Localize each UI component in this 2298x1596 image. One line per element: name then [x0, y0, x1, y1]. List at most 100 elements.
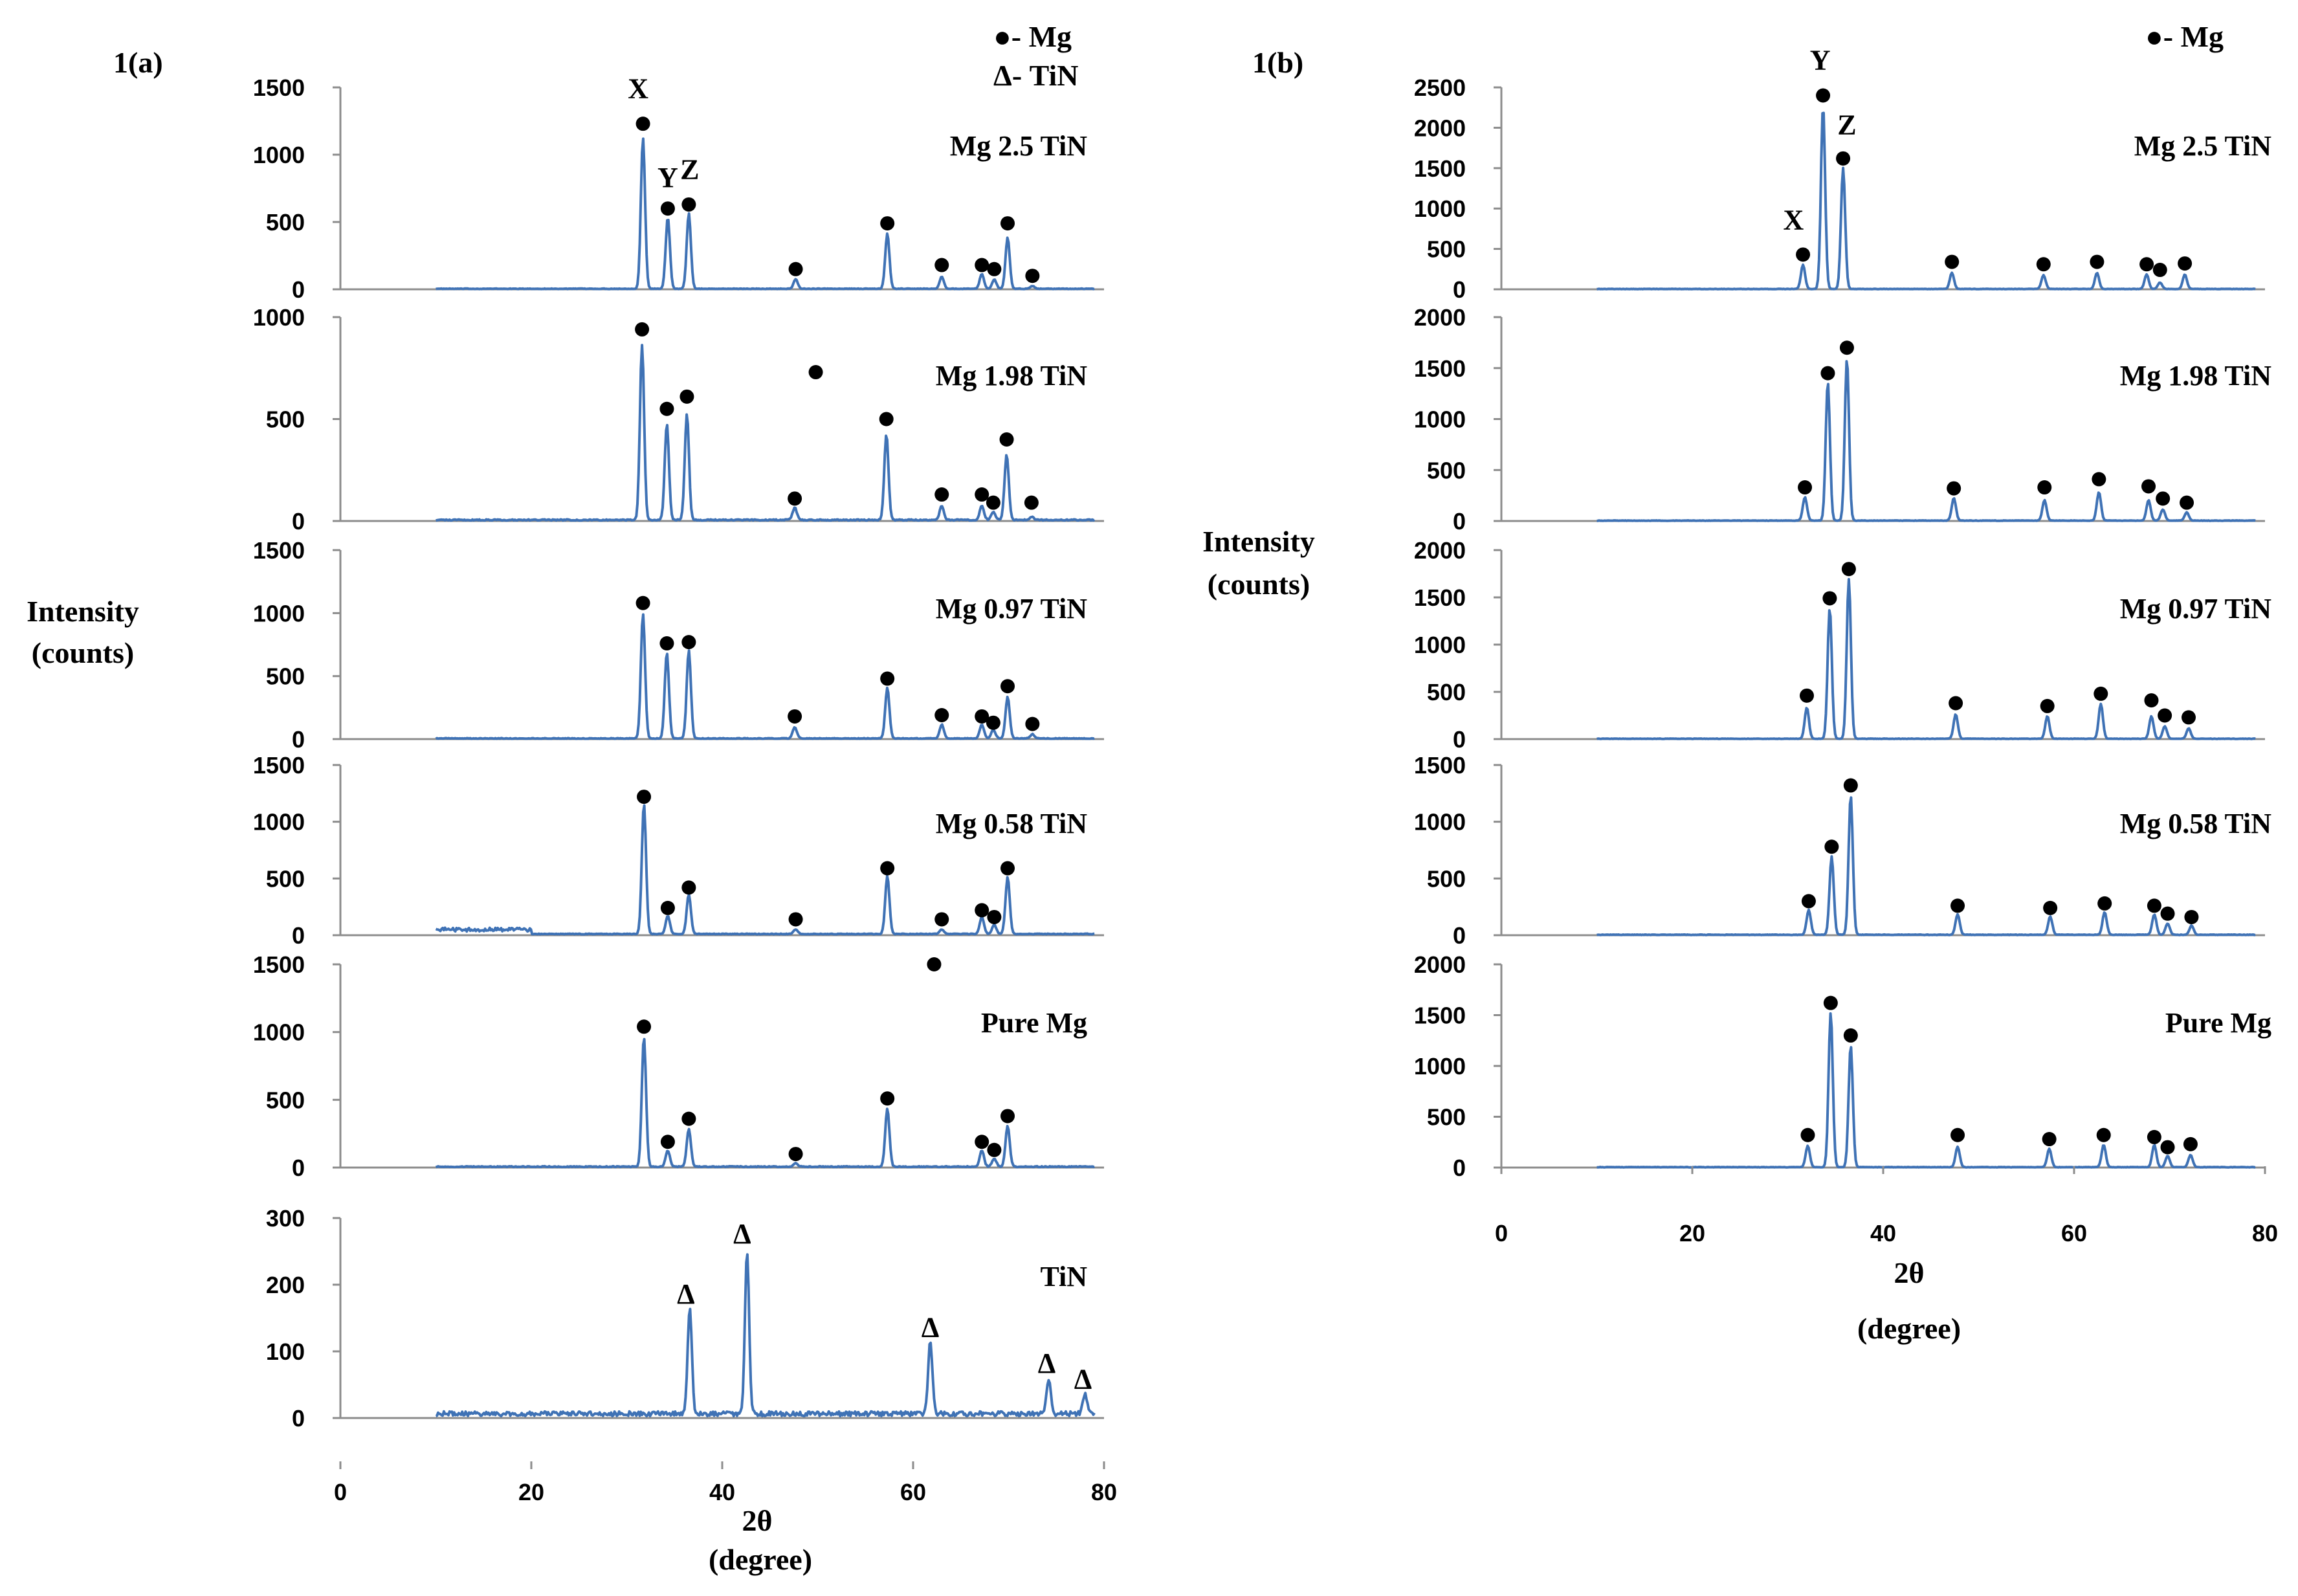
mg-peak-marker	[2147, 1129, 2161, 1144]
series-label-mg-2-5-tin: Mg 2.5 TiN	[2134, 130, 2272, 162]
legend-1a-tin: Δ- TiN	[993, 59, 1079, 92]
mg-peak-marker	[2160, 906, 2175, 921]
x-axis-title-1b-line2: (degree)	[1857, 1312, 1961, 1345]
y-tick-label: 0	[1453, 1155, 1466, 1181]
mg-peak-marker	[2147, 898, 2161, 913]
mg-peak-marker	[1816, 88, 1831, 103]
mg-peak-marker	[681, 635, 696, 650]
peak-annotation: Y	[1810, 45, 1831, 76]
y-tick-label: 1000	[1414, 809, 1466, 836]
y-tick-label: 0	[292, 508, 305, 535]
mg-peak-marker	[679, 389, 694, 404]
mg-peak-marker	[1824, 839, 1839, 854]
mg-peak-marker	[1945, 254, 1960, 269]
y-tick-label: 0	[1453, 508, 1466, 535]
mg-peak-marker	[987, 261, 1002, 276]
mg-peak-marker	[808, 365, 823, 380]
subplot-1a-pure-mg: 0 500 1000 1500 Pure Mg	[253, 951, 1104, 1181]
mg-peak-marker	[1947, 481, 1961, 496]
mg-peak-marker	[1024, 495, 1039, 510]
legend-1a-mg: ●- Mg	[993, 20, 1072, 53]
mg-peak-marker	[1800, 688, 1814, 703]
series-label-mg-0-97-tin: Mg 0.97 TiN	[936, 593, 1088, 625]
mg-peak-marker	[2141, 479, 2156, 494]
mg-peak-marker	[934, 912, 949, 927]
mg-peak-marker	[1798, 480, 1813, 495]
y-tick-label: 500	[266, 406, 305, 433]
mg-peak-marker	[637, 1019, 652, 1034]
y-tick-label: 500	[1427, 865, 1466, 892]
y-tick-label: 1500	[1414, 584, 1466, 611]
xrd-trace-mg-2-5-tin	[1596, 111, 2256, 291]
subplot-1a-mg-1-98-tin: 0 500 1000 Mg 1.98 TiN	[253, 304, 1104, 535]
mg-peak-marker	[2184, 909, 2199, 924]
mg-peak-marker	[2092, 472, 2106, 487]
y-tick-label: 1500	[1414, 1003, 1466, 1029]
mg-peak-marker	[987, 1142, 1002, 1157]
series-label-pure-mg: Pure Mg	[2165, 1007, 2271, 1039]
mg-peak-marker	[1949, 696, 1963, 711]
mg-peak-marker	[788, 709, 802, 724]
legend-1b-mg: ●- Mg	[2145, 20, 2224, 53]
mg-peak-marker	[1841, 562, 1856, 577]
peak-annotation: Δ	[677, 1278, 695, 1310]
series-label-pure-mg: Pure Mg	[981, 1007, 1087, 1039]
mg-peak-marker	[2182, 710, 2196, 725]
mg-peak-marker	[999, 432, 1014, 447]
y-tick-label: 2000	[1414, 951, 1466, 978]
mg-peak-marker	[1801, 894, 1816, 909]
mg-peak-marker	[2156, 491, 2171, 506]
mg-peak-marker	[975, 1135, 989, 1149]
mg-peak-marker	[660, 201, 675, 216]
y-tick-label: 1500	[1414, 752, 1466, 779]
mg-peak-marker	[2180, 495, 2194, 510]
mg-peak-marker	[681, 880, 696, 895]
mg-peak-marker	[788, 261, 803, 276]
mg-peak-marker	[879, 412, 894, 427]
mg-peak-marker	[2178, 256, 2193, 271]
y-axis-title-1b-line1: Intensity	[1202, 525, 1315, 558]
x-tick-label: 40	[1870, 1220, 1896, 1247]
mg-peak-marker	[1000, 861, 1015, 876]
panel-label-1b: 1(b)	[1252, 46, 1303, 79]
xrd-trace-mg-1-98-tin	[1596, 360, 2256, 522]
mg-peak-marker	[2042, 1132, 2057, 1147]
y-tick-label: 1000	[1414, 195, 1466, 222]
mg-peak-marker	[880, 861, 895, 876]
subplot-1b-pure-mg: 0 500 1000 1500 2000 Pure Mg	[1414, 951, 2271, 1181]
series-label-mg-1-98-tin: Mg 1.98 TiN	[936, 360, 1088, 392]
y-axis-title-1a-line2: (counts)	[32, 636, 134, 669]
y-tick-label: 1000	[253, 142, 305, 168]
x-tick-label: 80	[2252, 1220, 2278, 1247]
mg-peak-marker	[880, 1091, 895, 1106]
mg-peak-marker	[1796, 247, 1811, 262]
y-tick-label: 1500	[1414, 155, 1466, 182]
xrd-trace-mg-0-97-tin	[1596, 578, 2256, 740]
peak-annotation: Δ	[733, 1218, 751, 1250]
mg-peak-marker	[635, 595, 650, 610]
series-label-mg-0-58-tin: Mg 0.58 TiN	[2120, 808, 2272, 839]
mg-peak-marker	[788, 1147, 803, 1162]
mg-peak-marker	[788, 912, 803, 927]
mg-peak-marker	[1950, 1127, 1965, 1142]
mg-peak-marker	[880, 216, 895, 231]
x-tick-label: 60	[900, 1479, 926, 1505]
mg-peak-marker	[660, 1135, 675, 1149]
mg-peak-marker	[635, 116, 650, 131]
xrd-trace-mg-0-97-tin	[435, 613, 1095, 740]
y-tick-label: 2000	[1414, 537, 1466, 564]
mg-peak-marker	[1950, 898, 1965, 913]
subplot-1b-mg-1-98-tin: 0 500 1000 1500 2000 Mg 1.98 TiN	[1414, 304, 2271, 535]
y-tick-label: 2000	[1414, 304, 1466, 331]
panel-label-1a: 1(a)	[113, 46, 163, 79]
series-label-mg-1-98-tin: Mg 1.98 TiN	[2120, 360, 2272, 392]
peak-annotation: X	[628, 73, 648, 105]
y-tick-label: 0	[1453, 276, 1466, 303]
mg-peak-marker	[934, 487, 949, 502]
xrd-trace-tin	[435, 1253, 1096, 1417]
mg-peak-marker	[2040, 698, 2055, 713]
